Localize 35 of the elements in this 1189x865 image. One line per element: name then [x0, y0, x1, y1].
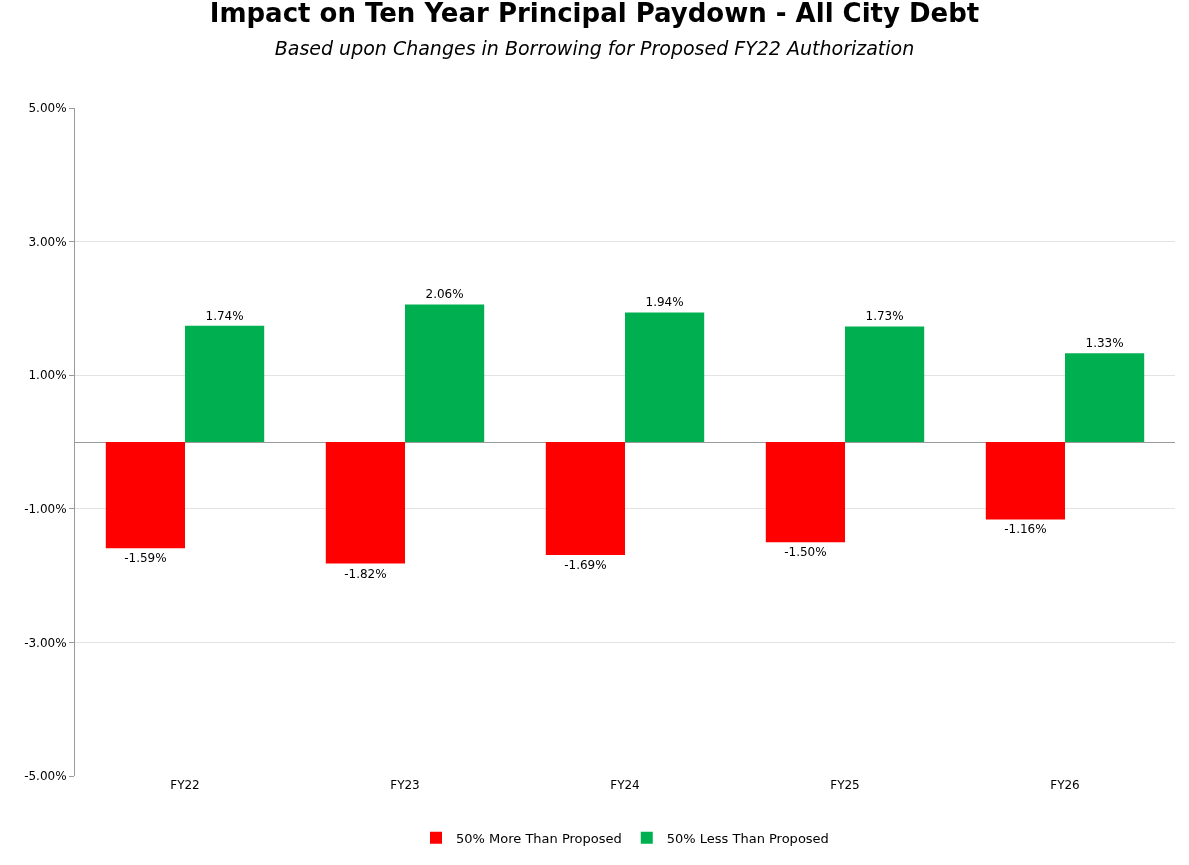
y-tick-label: -3.00% [24, 635, 67, 650]
data-label: 1.73% [865, 309, 904, 324]
x-tick-label: FY22 [170, 778, 200, 792]
y-tick-label: 3.00% [28, 234, 67, 249]
legend-label: 50% Less Than Proposed [666, 830, 829, 846]
chart-subtitle: Based upon Changes in Borrowing for Proposed FY22 Authorization [274, 37, 915, 60]
bar [845, 326, 925, 442]
y-tick-label: 1.00% [28, 368, 67, 383]
x-tick-label: FY23 [390, 778, 420, 792]
x-tick-label: FY24 [610, 778, 640, 792]
bar [405, 304, 485, 442]
y-tick-label: 5.00% [28, 101, 67, 116]
bar [625, 312, 705, 442]
x-tick-label: FY26 [1050, 778, 1080, 792]
data-label: 1.33% [1085, 336, 1124, 351]
data-label: 1.74% [205, 308, 244, 323]
bar [765, 442, 845, 543]
legend-label: 50% More Than Proposed [456, 830, 622, 846]
bar [545, 442, 625, 555]
bar [185, 325, 265, 442]
y-tick-label: -5.00% [24, 769, 67, 784]
data-label: -1.59% [124, 551, 167, 566]
data-label: -1.16% [1004, 522, 1047, 537]
data-label: 1.94% [645, 295, 684, 310]
data-label: -1.82% [344, 566, 387, 581]
bar [105, 442, 185, 549]
bar [325, 442, 405, 564]
data-label: -1.69% [564, 557, 607, 572]
chart-title: Impact on Ten Year Principal Paydown - All City Debt [209, 0, 980, 28]
y-tick-label: -1.00% [24, 502, 67, 516]
data-label: -1.50% [784, 545, 827, 560]
x-tick-label: FY25 [830, 778, 860, 792]
bar [1065, 353, 1145, 442]
bar [985, 442, 1065, 520]
data-label: 2.06% [425, 287, 464, 302]
